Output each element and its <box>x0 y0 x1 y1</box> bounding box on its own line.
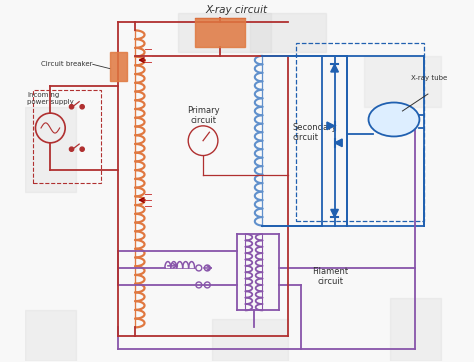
Bar <box>109 52 127 81</box>
Ellipse shape <box>368 102 419 136</box>
Text: Filament
circuit: Filament circuit <box>312 267 348 286</box>
Text: Incoming
power supply: Incoming power supply <box>27 92 74 105</box>
Polygon shape <box>327 122 335 130</box>
Bar <box>25 310 76 361</box>
Polygon shape <box>335 139 342 147</box>
Text: X-ray tube: X-ray tube <box>411 75 447 81</box>
Text: X-ray circuit: X-ray circuit <box>206 5 268 15</box>
Polygon shape <box>331 64 338 72</box>
Polygon shape <box>331 210 338 217</box>
Bar <box>33 90 101 183</box>
Circle shape <box>80 147 84 151</box>
Bar <box>25 107 76 191</box>
Bar <box>178 13 271 52</box>
Bar <box>390 298 441 361</box>
Circle shape <box>69 147 73 151</box>
Circle shape <box>69 105 73 109</box>
Text: Primary
circuit: Primary circuit <box>187 106 219 125</box>
Bar <box>365 56 441 107</box>
Bar <box>194 18 246 47</box>
Bar <box>296 43 424 221</box>
Text: Secondary
circuit: Secondary circuit <box>292 122 337 142</box>
Text: Circuit breaker: Circuit breaker <box>41 61 93 67</box>
Bar <box>211 319 288 361</box>
Circle shape <box>80 105 84 109</box>
Bar <box>250 13 326 52</box>
